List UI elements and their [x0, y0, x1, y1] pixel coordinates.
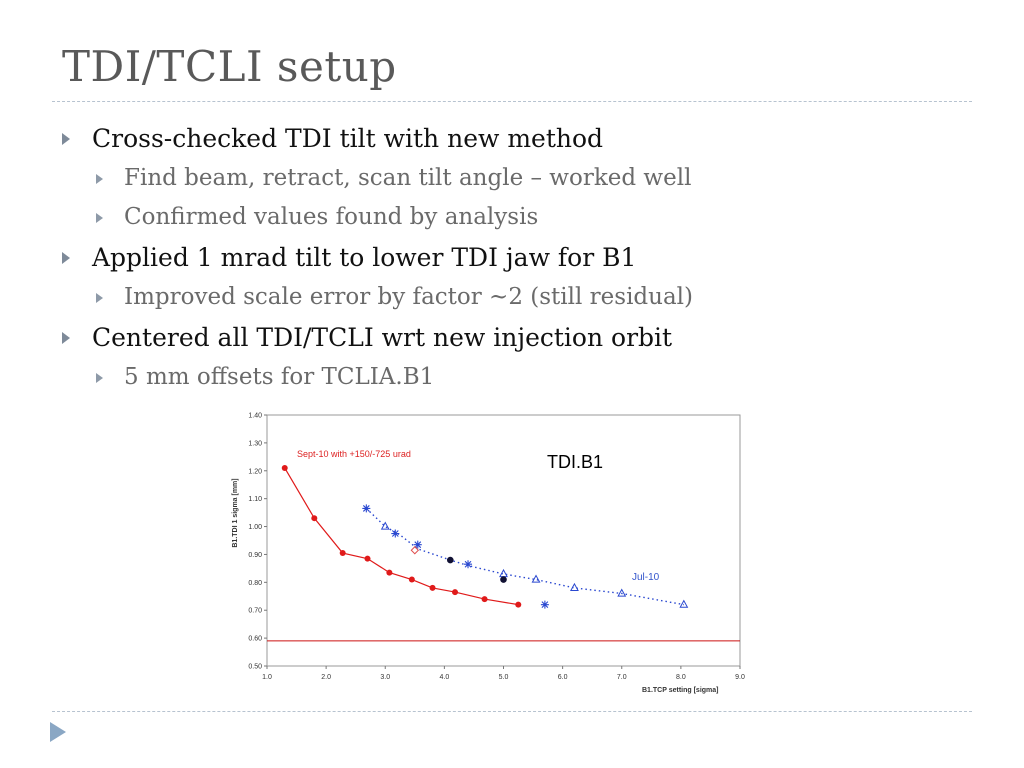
data-point — [429, 584, 436, 591]
chart-svg: 1.0 2.0 3.0 4.0 5.0 6.0 7.0 8.0 9.0 0.50 0.60 0.70 0… — [232, 413, 745, 695]
data-point — [380, 521, 390, 530]
data-point — [413, 540, 422, 549]
title-divider — [52, 101, 972, 102]
bullet-text: Cross-checked TDI tilt with new method — [92, 124, 604, 153]
data-point — [281, 464, 288, 471]
y-tick-label: 1.40 — [248, 413, 262, 420]
y-tick-label: 1.00 — [248, 524, 262, 531]
y-tick-label: 0.60 — [248, 636, 262, 643]
sub-bullet-item: 5 mm offsets for TCLIA.B1 — [62, 358, 992, 397]
x-tick-label: 9.0 — [735, 674, 745, 681]
tick-layer: 1.0 2.0 3.0 4.0 5.0 6.0 7.0 8.0 9.0 0.50 0.60 0.70 0… — [248, 413, 745, 682]
data-point — [452, 589, 459, 596]
bullet-arrow-icon — [62, 332, 70, 344]
x-tick-label: 4.0 — [440, 674, 450, 681]
data-point — [364, 555, 371, 562]
y-tick-label: 1.30 — [248, 440, 262, 447]
sub-bullet-text: 5 mm offsets for TCLIA.B1 — [124, 364, 435, 390]
data-point — [531, 574, 541, 583]
y-tick-label: 1.20 — [248, 468, 262, 475]
bullet-item: Applied 1 mrad tilt to lower TDI jaw for… — [62, 237, 992, 278]
data-point — [391, 529, 400, 538]
x-tick-label: 5.0 — [499, 674, 509, 681]
x-tick-label: 2.0 — [321, 674, 331, 681]
y-axis-label: B1.TDI 1 sigma [mm] — [232, 478, 239, 547]
y-tick-label: 0.90 — [248, 552, 262, 559]
sub-bullet-item: Confirmed values found by analysis — [62, 198, 992, 237]
data-point — [481, 596, 488, 603]
sub-bullet-text: Confirmed values found by analysis — [124, 204, 539, 230]
bullet-text: Applied 1 mrad tilt to lower TDI jaw for… — [92, 243, 637, 272]
data-point — [410, 546, 420, 555]
data-point — [499, 568, 508, 578]
x-tick-label: 1.0 — [262, 674, 272, 681]
bullet-arrow-icon — [96, 213, 103, 223]
bullet-text: Centered all TDI/TCLI wrt new injection … — [92, 323, 673, 352]
data-point — [500, 576, 507, 583]
bullet-list: Cross-checked TDI tilt with new method F… — [62, 118, 992, 397]
x-tick-label: 6.0 — [558, 674, 568, 681]
footer-arrow-icon — [50, 722, 66, 742]
y-tick-label: 1.10 — [248, 496, 262, 503]
bullet-arrow-icon — [62, 252, 70, 264]
y-tick-label: 0.80 — [248, 580, 262, 587]
sub-bullet-text: Find beam, retract, scan tilt angle – wo… — [124, 165, 692, 191]
data-point — [570, 582, 579, 592]
x-axis-label: B1.TCP setting [sigma] — [642, 687, 719, 694]
sub-bullet-item: Improved scale error by factor ~2 (still… — [62, 278, 992, 317]
series-line-0 — [284, 467, 519, 606]
footer-divider — [52, 711, 972, 712]
data-point — [617, 588, 627, 597]
bullet-arrow-icon — [62, 133, 70, 145]
series-layer — [267, 464, 740, 642]
chart-title: TDI.B1 — [547, 452, 603, 472]
data-point — [362, 504, 371, 513]
bullet-arrow-icon — [96, 174, 103, 184]
x-tick-label: 8.0 — [676, 674, 686, 681]
y-tick-label: 0.70 — [248, 608, 262, 615]
bullet-item: Cross-checked TDI tilt with new method — [62, 118, 992, 159]
data-point — [515, 601, 522, 608]
slide-title: TDI/TCLI setup — [62, 42, 397, 91]
y-tick-label: 0.50 — [248, 664, 262, 671]
sub-bullet-item: Find beam, retract, scan tilt angle – wo… — [62, 159, 992, 198]
data-point — [540, 600, 549, 609]
data-point — [339, 550, 346, 557]
data-point — [446, 556, 454, 564]
x-tick-label: 7.0 — [617, 674, 627, 681]
annotation-jul: Jul-10 — [632, 572, 660, 583]
data-point — [464, 560, 473, 569]
data-point — [386, 569, 393, 576]
series-line-1 — [365, 507, 684, 606]
x-tick-label: 3.0 — [380, 674, 390, 681]
bullet-arrow-icon — [96, 293, 103, 303]
data-point — [408, 576, 415, 583]
annotation-sept: Sept-10 with +150/-725 urad — [297, 449, 411, 459]
bullet-arrow-icon — [96, 373, 103, 383]
data-point — [679, 599, 689, 608]
tdi-scan-chart: 1.0 2.0 3.0 4.0 5.0 6.0 7.0 8.0 9.0 0.50 0.60 0.70 0… — [225, 405, 765, 695]
sub-bullet-text: Improved scale error by factor ~2 (still… — [124, 284, 694, 310]
data-point — [311, 515, 318, 522]
bullet-item: Centered all TDI/TCLI wrt new injection … — [62, 317, 992, 358]
